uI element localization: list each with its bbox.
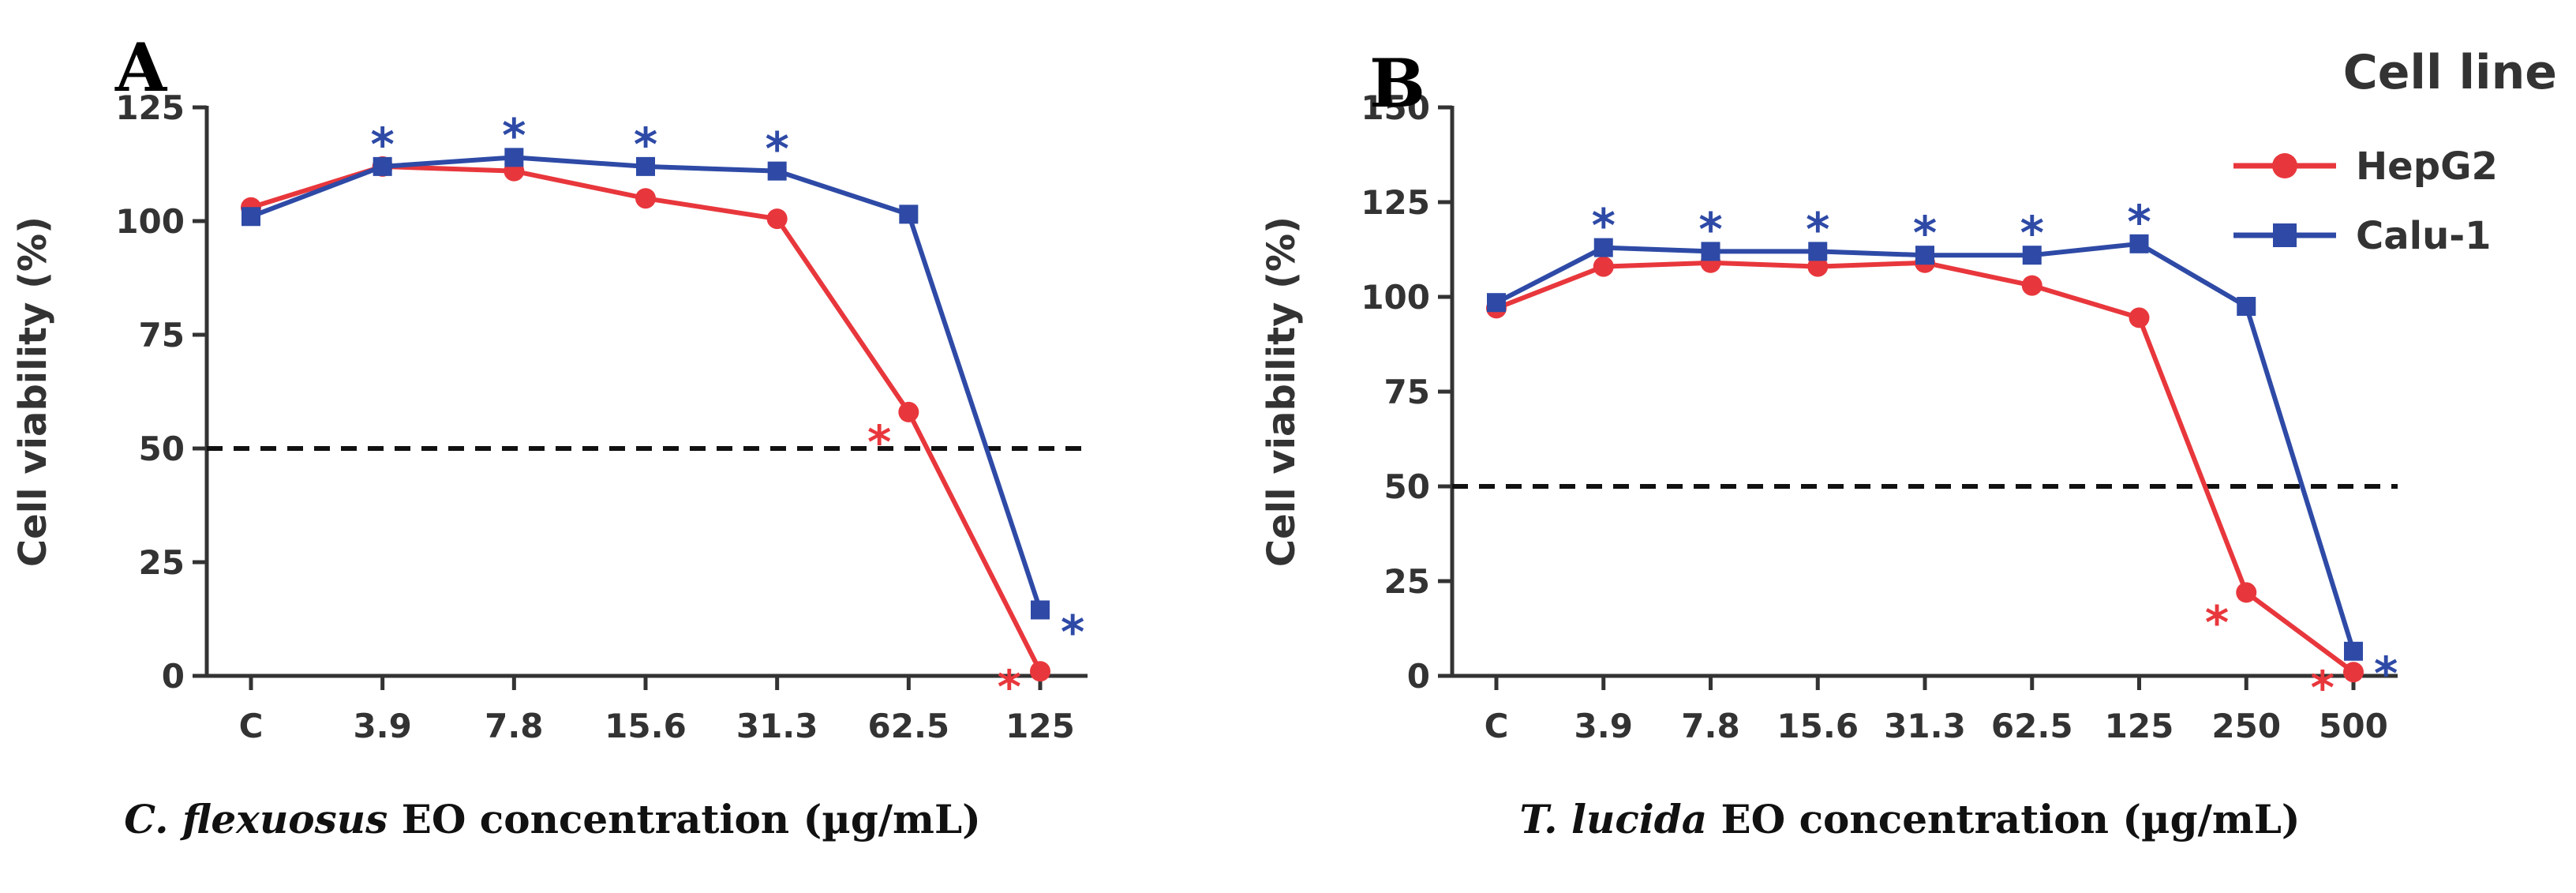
legend-title: Cell line [2343, 45, 2557, 100]
panel-a-hepg2-point [898, 401, 919, 422]
panel-a-calu1-significance-star: * [370, 118, 394, 171]
panel-b-calu1-point [2129, 234, 2149, 253]
panel-b-hepg2-significance-star: * [2311, 661, 2334, 715]
panel-b-x-tick-label: 7.8 [1681, 707, 1739, 745]
legend-calu1-label: Calu-1 [2356, 214, 2492, 258]
panel-b-calu1-point [2237, 297, 2256, 316]
panel-b-x-tick-label: 3.9 [1574, 707, 1633, 745]
panel-b-calu1-significance-star: * [1592, 199, 1616, 253]
panel-b-calu1-significance-star: * [1698, 202, 1722, 256]
panel-a-calu1-significance-star: * [502, 108, 526, 162]
panel-b-x-tick-label: C [1485, 707, 1509, 745]
panel-a-x-axis-title: C. flexuosus EO concentration (µg/mL) [124, 796, 981, 842]
panel-b-x-tick-label: 250 [2211, 707, 2281, 745]
panel-b-hepg2-point [2129, 307, 2150, 328]
panel-a-calu1-point [373, 156, 392, 176]
legend-calu1-marker [2273, 223, 2297, 247]
panel-b-x-axis-title-species: T. lucida [1519, 796, 1707, 842]
panel-b-y-tick-label: 50 [1384, 467, 1430, 506]
panel-b-calu1-point [2344, 641, 2363, 661]
legend-hepg2-marker [2272, 153, 2297, 178]
panel-a-chart: 0 25 50 75 100 125 C 3.9 7.8 15.6 31.3 62.5 125 Cell … [11, 28, 1088, 842]
panel-b-calu1-point [1593, 238, 1613, 257]
panel-a-y-tick-label: 100 [115, 202, 185, 241]
panel-b-calu1-significance-star: * [1806, 202, 1829, 256]
panel-b-x-axis-title: T. lucida EO concentration (µg/mL) [1519, 796, 2300, 842]
panel-a-x-tick-label: 31.3 [736, 707, 818, 745]
panel-b-hepg2-point [1593, 256, 1614, 277]
panel-a-calu1-point [242, 207, 260, 227]
panel-b-calu1-point [1808, 242, 1828, 261]
panel-a-hepg2-line [250, 163, 1043, 673]
panel-b-y-tick-label: 150 [1361, 88, 1430, 127]
panel-a-x-tick-label: 7.8 [485, 707, 543, 745]
panel-a-calu1-line [249, 155, 1043, 611]
panel-b-calu1-significance-star: * [2127, 195, 2151, 249]
panel-b-hepg2-point [2021, 275, 2042, 296]
panel-b-hepg2-point [2343, 662, 2364, 683]
panel-b-calu1-point [1487, 293, 1506, 313]
panel-a-hepg2-significance-star: * [867, 415, 891, 469]
panel-b-x-tick-label: 15.6 [1777, 707, 1859, 745]
panel-a-y-tick-label: 0 [162, 657, 185, 696]
panel-a-x-axis-title-rest: EO concentration (µg/mL) [388, 796, 980, 842]
panel-a-hepg2-point [1030, 661, 1050, 682]
panel-a-calu1-point [1031, 600, 1050, 620]
panel-a-letter: A [114, 28, 168, 107]
panel-b-calu1-significance-star: * [1913, 206, 1937, 260]
panel-b-letter: B [1369, 44, 1425, 122]
legend: Cell line HepG2 Calu-1 [2233, 45, 2557, 258]
panel-b-hepg2-point [2236, 582, 2257, 603]
panel-a-y-tick-label: 125 [115, 88, 185, 127]
panel-b-calu1-point [2022, 246, 2042, 265]
panel-b-hepg2-significance-star: * [2205, 595, 2229, 649]
panel-a-y-tick-label: 75 [139, 316, 185, 355]
panel-a-x-axis-title-species: C. flexuosus [124, 796, 388, 842]
panel-b-calu1-point [1915, 246, 1934, 265]
panel-a-x-tick-label: 62.5 [868, 707, 950, 745]
panel-b-hepg2-point [1807, 256, 1829, 277]
panel-a-x-tick-label: 3.9 [353, 707, 411, 745]
panel-b-x-axis-title-rest: EO concentration (µg/mL) [1707, 796, 2300, 842]
panel-a-calu1-significance-star: * [634, 118, 657, 171]
panel-a-hepg2-point [766, 208, 788, 230]
panel-b-y-tick-label: 0 [1407, 657, 1430, 696]
panel-a-x-tick-label: C [239, 707, 264, 745]
panel-b-x-tick-label: 31.3 [1884, 707, 1966, 745]
panel-b-y-tick-label: 125 [1361, 183, 1430, 222]
panel-a-calu1-significance-star: * [765, 122, 788, 176]
legend-hepg2-label: HepG2 [2356, 144, 2498, 189]
panel-a-y-axis-title: Cell viability (%) [11, 216, 55, 567]
panel-a-y-tick-label: 50 [139, 430, 185, 468]
panel-a-calu1-significance-star: * [1061, 605, 1084, 658]
panel-a-calu1-point [504, 148, 524, 167]
panel-a-x-tick-label: 15.6 [605, 707, 687, 745]
panel-b-calu1-significance-star: * [2374, 647, 2398, 700]
panel-a-x-tick-label: 125 [1005, 707, 1075, 745]
panel-a-calu1-point [767, 161, 787, 181]
panel-b-y-tick-label: 100 [1361, 278, 1430, 317]
panel-b-y-tick-label: 25 [1384, 562, 1430, 601]
panel-b-x-tick-label: 125 [2105, 707, 2174, 745]
panel-b-x-tick-label: 62.5 [1991, 707, 2073, 745]
panel-b-x-tick-label: 500 [2319, 707, 2388, 745]
panel-b-calu1-point [1701, 242, 1720, 261]
panel-b-calu1-significance-star: * [2020, 206, 2044, 260]
panel-a-y-tick-label: 25 [139, 543, 185, 582]
panel-b-y-tick-label: 75 [1384, 373, 1430, 411]
panel-b-chart: 0 25 50 75 100 125 150 C 3.9 7.8 15.6 31.3 62.5 125 25… [1260, 44, 2398, 842]
panel-b-y-axis-title: Cell viability (%) [1260, 216, 1304, 567]
panel-b-calu1-line [1495, 241, 2356, 652]
panel-a-calu1-point [636, 156, 655, 176]
panel-a-hepg2-point [635, 188, 656, 209]
panel-a-calu1-point [899, 204, 919, 224]
panel-a-hepg2-significance-star: * [998, 660, 1021, 714]
